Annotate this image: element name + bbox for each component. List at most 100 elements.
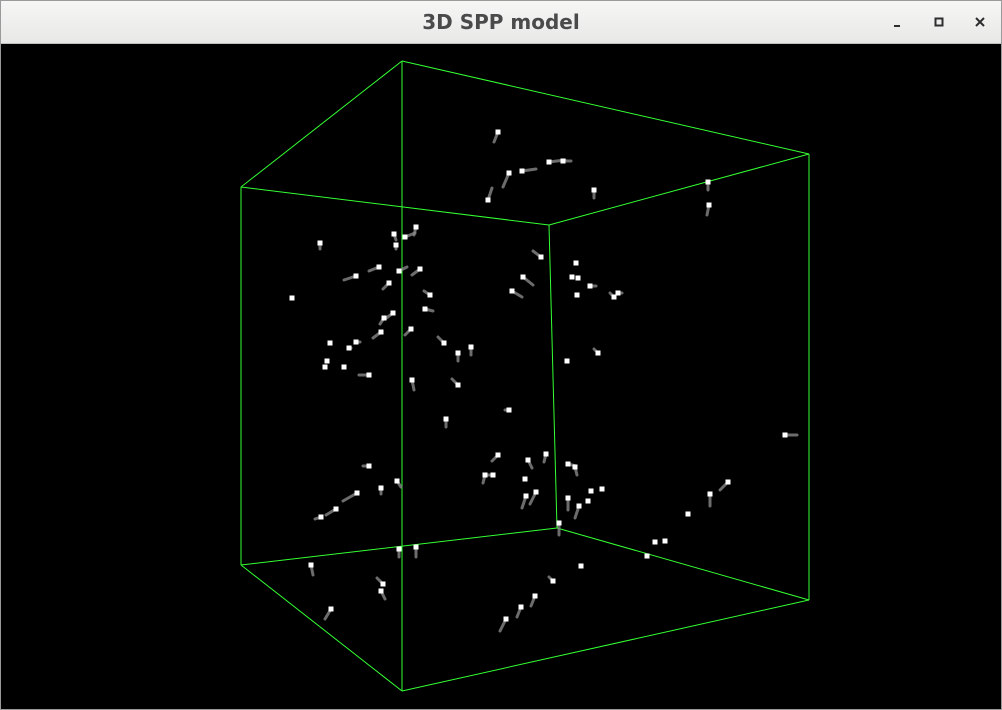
particle bbox=[707, 491, 713, 508]
particle bbox=[323, 606, 334, 621]
particle bbox=[412, 224, 419, 237]
box-edge bbox=[401, 599, 810, 692]
particle bbox=[485, 472, 496, 478]
particle bbox=[468, 344, 474, 357]
particle bbox=[578, 563, 584, 569]
scene-3d bbox=[240, 60, 810, 692]
particle bbox=[367, 264, 382, 273]
particle bbox=[327, 340, 333, 346]
particle bbox=[705, 202, 712, 217]
particle bbox=[396, 265, 409, 274]
particle bbox=[718, 479, 731, 492]
particle bbox=[522, 476, 528, 482]
particle bbox=[509, 288, 524, 299]
particle bbox=[685, 511, 691, 517]
particle bbox=[565, 495, 571, 512]
particle bbox=[528, 489, 539, 506]
particle bbox=[403, 326, 414, 337]
particle bbox=[560, 158, 573, 164]
particle bbox=[324, 506, 339, 517]
particle bbox=[371, 329, 384, 340]
particle bbox=[531, 249, 544, 260]
particle bbox=[588, 488, 594, 494]
particle bbox=[324, 358, 330, 364]
particle bbox=[615, 290, 624, 296]
particle bbox=[375, 576, 386, 587]
particle bbox=[574, 292, 580, 298]
title-bar[interactable]: 3D SPP model bbox=[1, 1, 1001, 44]
particle bbox=[503, 407, 512, 413]
close-icon bbox=[975, 17, 985, 27]
box-edge bbox=[240, 564, 403, 692]
particle bbox=[490, 452, 501, 463]
box-edge bbox=[548, 153, 810, 226]
particle bbox=[481, 472, 488, 485]
particle bbox=[378, 485, 384, 496]
particle bbox=[662, 538, 668, 544]
particle bbox=[422, 306, 435, 313]
particle bbox=[455, 350, 461, 363]
particle bbox=[575, 275, 581, 281]
particle bbox=[396, 546, 402, 559]
particle bbox=[341, 490, 360, 503]
maximize-button[interactable] bbox=[926, 9, 952, 35]
particle bbox=[394, 478, 403, 489]
particle bbox=[573, 503, 582, 520]
particle bbox=[353, 339, 362, 345]
particle bbox=[556, 520, 562, 537]
particle bbox=[378, 315, 387, 326]
particle bbox=[409, 377, 416, 392]
particle bbox=[542, 451, 549, 464]
particle bbox=[569, 274, 575, 280]
minimize-button[interactable] bbox=[884, 9, 910, 35]
minimize-icon bbox=[894, 25, 900, 27]
particle bbox=[436, 335, 447, 346]
particle bbox=[591, 187, 597, 200]
particle bbox=[289, 295, 295, 301]
particles-layer bbox=[289, 129, 799, 633]
particle bbox=[492, 129, 501, 144]
particle bbox=[644, 553, 650, 559]
box-edge bbox=[556, 527, 810, 601]
particle bbox=[450, 377, 461, 388]
particle bbox=[529, 593, 538, 608]
particle bbox=[422, 289, 433, 298]
particle bbox=[342, 273, 359, 282]
particle bbox=[515, 604, 524, 619]
particle bbox=[357, 372, 372, 378]
window-title: 3D SPP model bbox=[422, 10, 580, 34]
particle bbox=[608, 291, 617, 300]
close-button[interactable] bbox=[967, 9, 993, 35]
particle bbox=[391, 231, 398, 242]
particle bbox=[573, 260, 579, 266]
box-edge bbox=[240, 186, 550, 226]
particle bbox=[585, 498, 591, 504]
particle bbox=[322, 364, 328, 370]
particle bbox=[378, 588, 387, 601]
particle bbox=[520, 274, 535, 287]
particle bbox=[498, 616, 509, 633]
box-edge bbox=[401, 60, 810, 155]
simulation-canvas[interactable] bbox=[2, 45, 1001, 709]
particle bbox=[313, 514, 324, 521]
particle bbox=[317, 240, 323, 251]
particle bbox=[652, 539, 658, 545]
particle bbox=[308, 562, 315, 577]
maximize-icon bbox=[934, 17, 944, 27]
particle bbox=[592, 347, 601, 356]
particle bbox=[564, 358, 570, 364]
particle bbox=[341, 364, 347, 370]
box-edge bbox=[240, 60, 403, 188]
particle bbox=[443, 416, 449, 429]
particle bbox=[547, 575, 556, 584]
particle bbox=[525, 457, 534, 470]
particle bbox=[485, 186, 494, 203]
box-edge bbox=[548, 224, 558, 529]
particle bbox=[383, 310, 396, 321]
particle bbox=[361, 463, 372, 469]
particle bbox=[587, 283, 598, 289]
particle bbox=[501, 170, 512, 189]
particle bbox=[381, 280, 392, 291]
particle bbox=[519, 167, 538, 174]
